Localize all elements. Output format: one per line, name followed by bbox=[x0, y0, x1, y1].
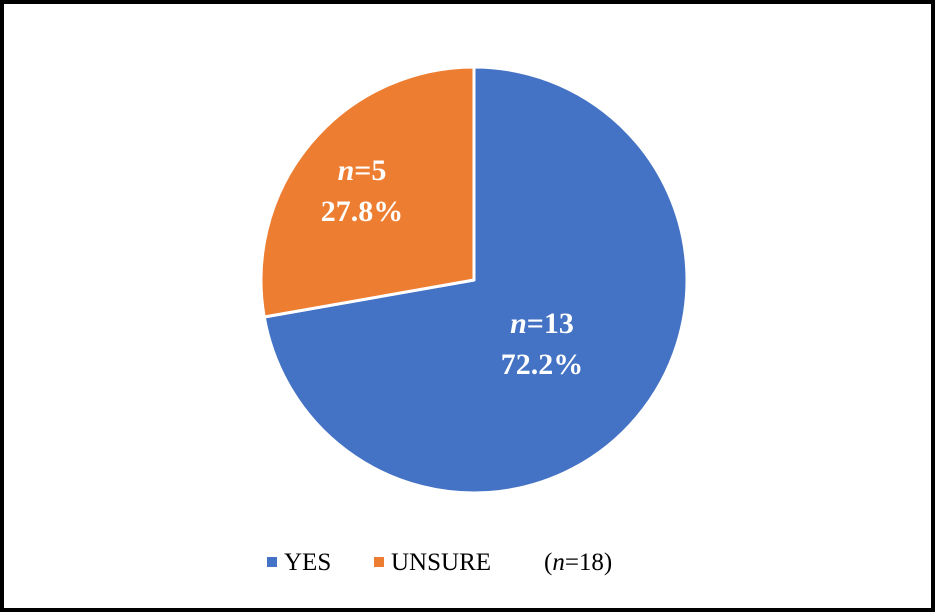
slice-label-unsure-percent: 27.8% bbox=[321, 195, 404, 228]
legend-label-yes: YES bbox=[284, 549, 331, 576]
slice-label-yes-count: n=13 bbox=[510, 307, 574, 340]
slice-label-unsure-count: n=5 bbox=[338, 154, 387, 187]
slice-label-yes-percent: 72.2% bbox=[501, 348, 584, 381]
pie-slices bbox=[259, 65, 689, 495]
legend-swatch-unsure bbox=[374, 557, 384, 567]
pie-slice-unsure bbox=[259, 65, 476, 319]
sample-size-note: (n=18) bbox=[544, 549, 612, 576]
legend-swatch-yes bbox=[267, 557, 277, 567]
legend: YES UNSURE (n=18) bbox=[267, 549, 612, 576]
pie-slice-yes bbox=[262, 65, 689, 495]
legend-label-unsure: UNSURE bbox=[391, 549, 491, 576]
